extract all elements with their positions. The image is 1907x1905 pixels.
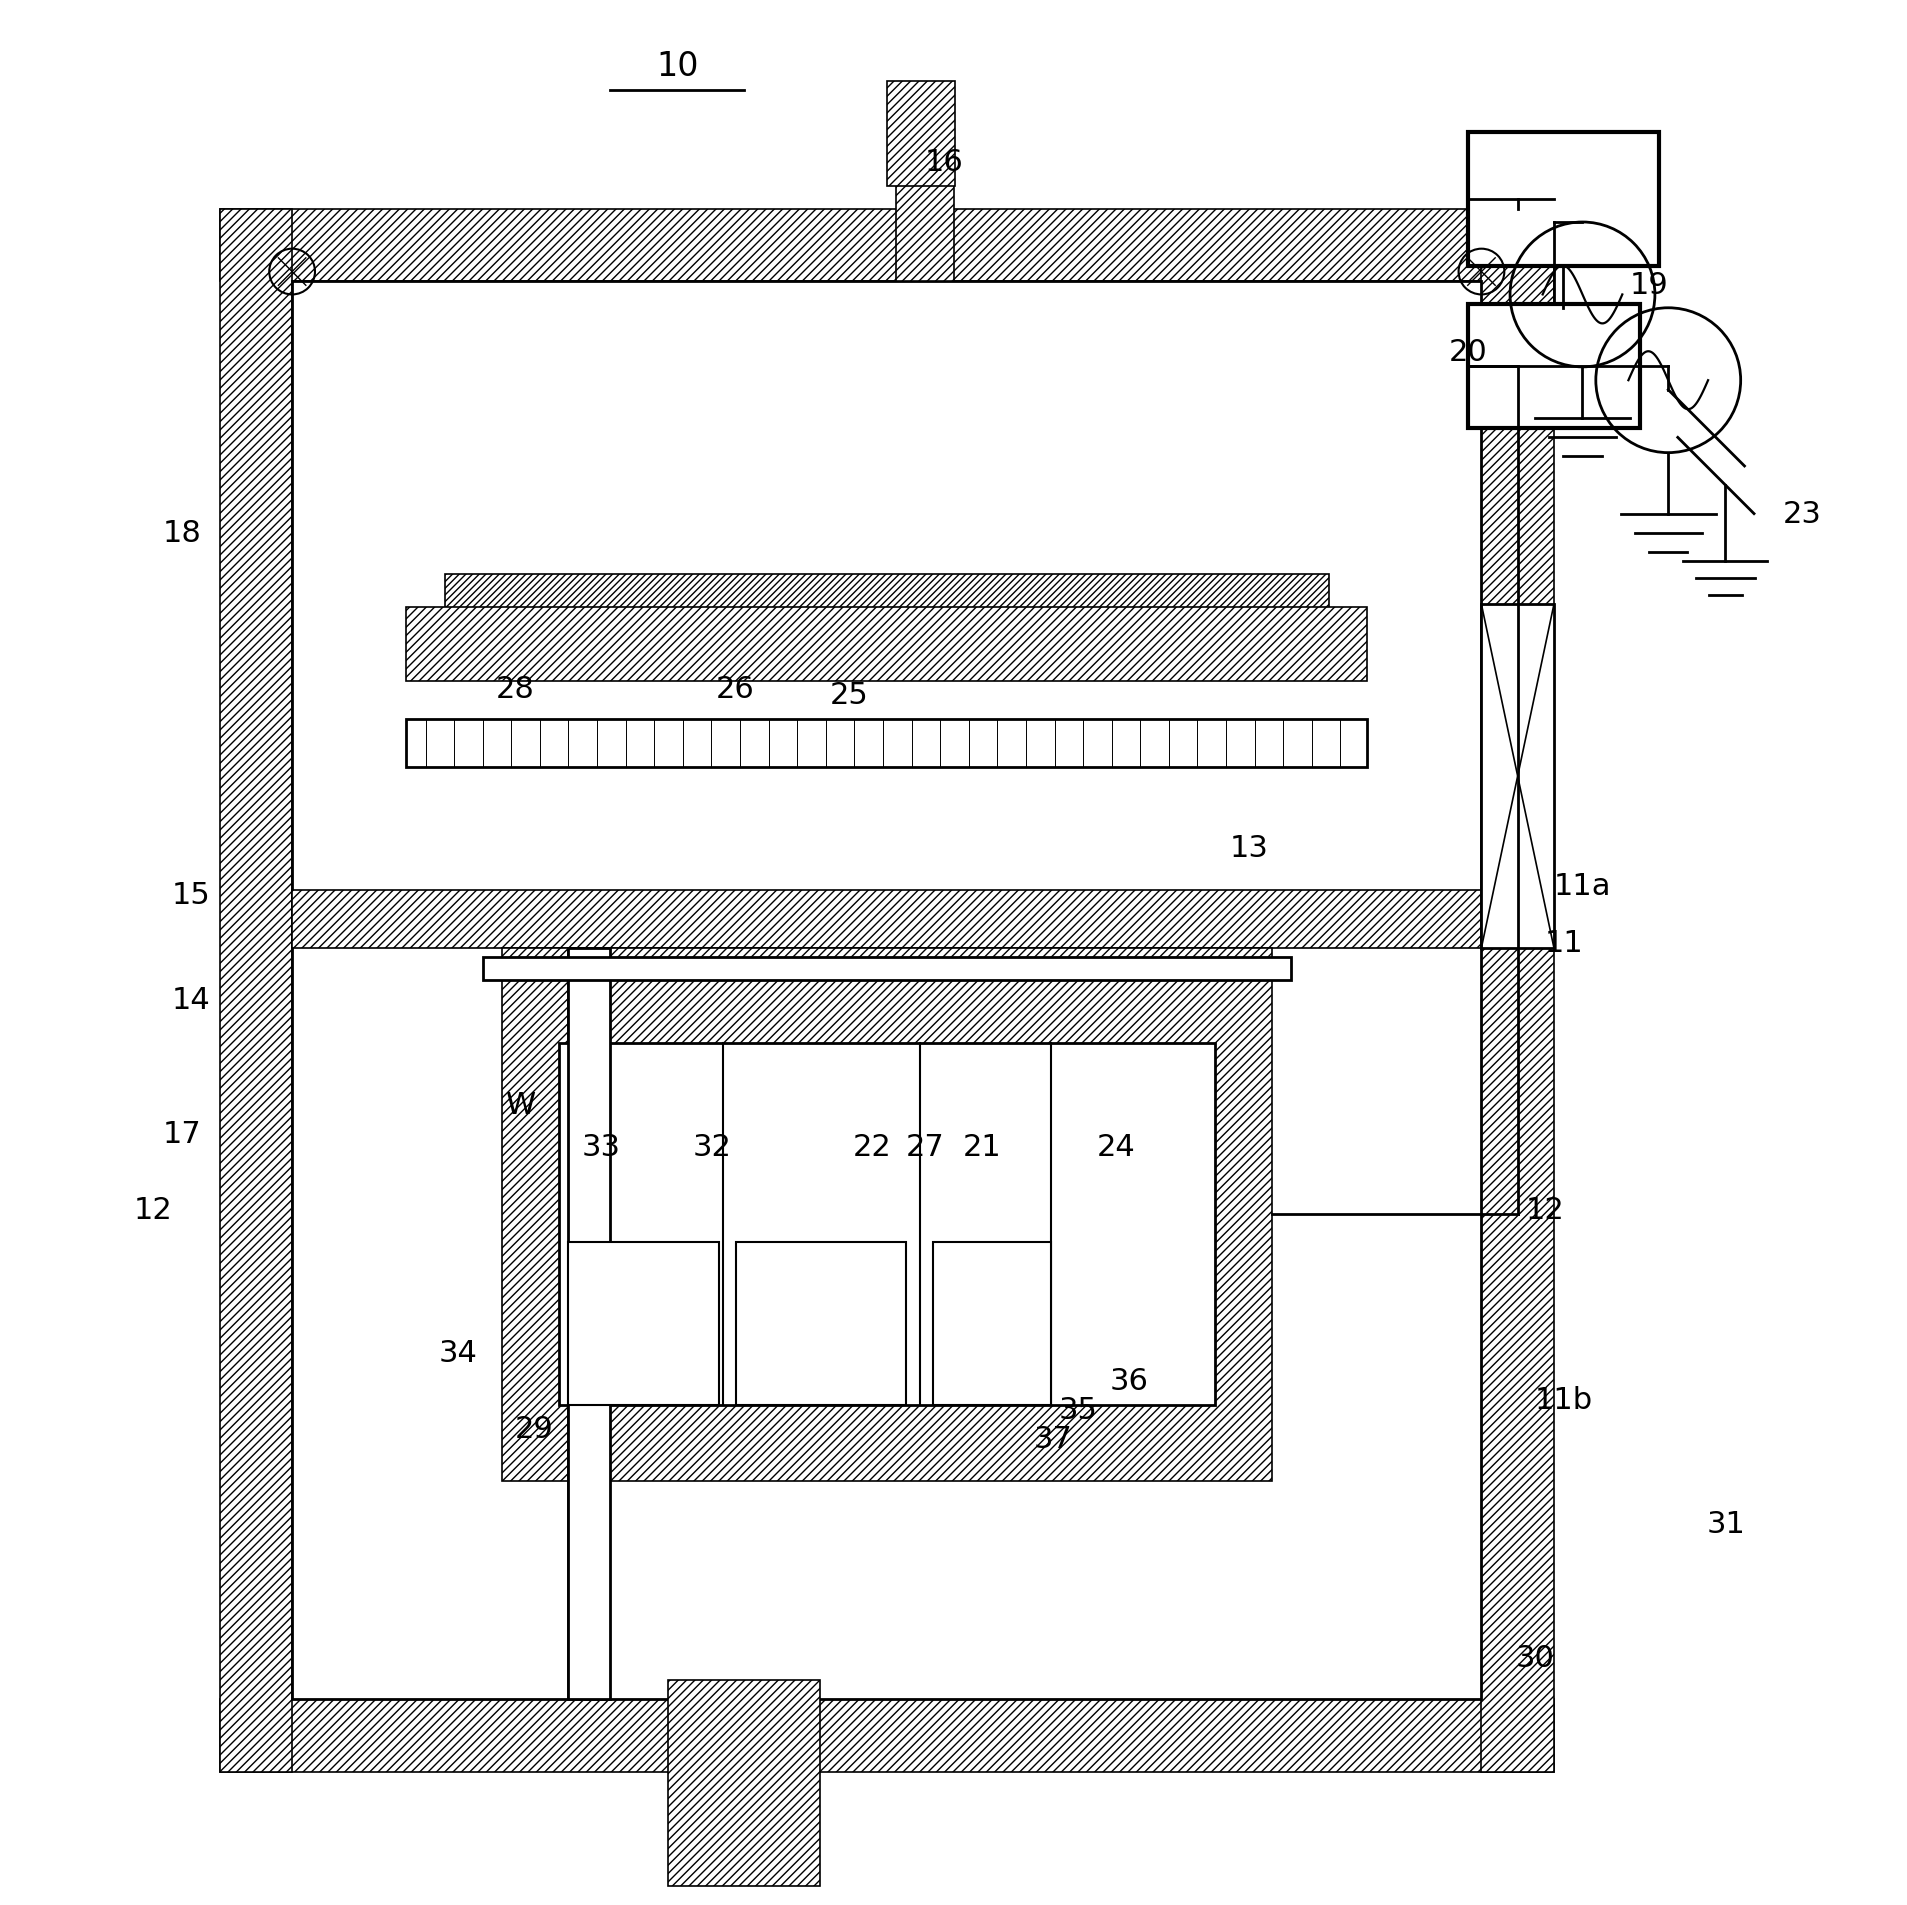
Text: 18: 18 bbox=[162, 518, 202, 549]
Bar bbox=[219, 1699, 1554, 1772]
Bar bbox=[1482, 210, 1554, 1772]
Text: 12: 12 bbox=[133, 1194, 174, 1225]
Text: 20: 20 bbox=[1449, 337, 1487, 368]
Bar bbox=[502, 949, 1272, 1482]
Text: 13: 13 bbox=[1230, 832, 1268, 863]
Text: 25: 25 bbox=[830, 680, 868, 711]
Bar bbox=[444, 575, 1329, 644]
Text: 26: 26 bbox=[715, 674, 753, 705]
Bar bbox=[559, 1044, 1215, 1406]
Text: 14: 14 bbox=[172, 985, 212, 1015]
Bar bbox=[887, 82, 955, 187]
Text: 10: 10 bbox=[656, 50, 698, 84]
Bar bbox=[1468, 133, 1659, 267]
Bar bbox=[482, 958, 1291, 981]
Text: 24: 24 bbox=[1097, 1132, 1135, 1162]
Text: 11a: 11a bbox=[1554, 871, 1611, 901]
Text: W: W bbox=[505, 1090, 536, 1120]
Text: 36: 36 bbox=[1110, 1366, 1148, 1396]
Text: 31: 31 bbox=[1707, 1509, 1745, 1539]
Text: 33: 33 bbox=[582, 1132, 622, 1162]
Text: 11: 11 bbox=[1545, 928, 1583, 958]
Text: 22: 22 bbox=[852, 1132, 891, 1162]
Text: 37: 37 bbox=[1034, 1423, 1072, 1454]
Text: 27: 27 bbox=[906, 1132, 944, 1162]
Bar bbox=[933, 1242, 1051, 1406]
Text: 12: 12 bbox=[1526, 1194, 1564, 1225]
Text: 30: 30 bbox=[1516, 1642, 1554, 1673]
Text: 15: 15 bbox=[172, 880, 212, 911]
Text: 17: 17 bbox=[162, 1118, 202, 1149]
Bar bbox=[1482, 606, 1554, 949]
Bar bbox=[292, 282, 1482, 1699]
Bar bbox=[896, 110, 954, 282]
Bar bbox=[736, 1242, 906, 1406]
Text: 16: 16 bbox=[925, 147, 963, 177]
Text: 29: 29 bbox=[515, 1414, 553, 1444]
Text: 21: 21 bbox=[963, 1132, 1001, 1162]
Text: 23: 23 bbox=[1783, 499, 1821, 530]
Text: 11b: 11b bbox=[1535, 1385, 1592, 1415]
Bar bbox=[406, 720, 1367, 768]
Bar bbox=[568, 1242, 719, 1406]
Text: 28: 28 bbox=[496, 674, 536, 705]
Bar bbox=[219, 210, 1554, 282]
Bar bbox=[568, 949, 610, 1699]
Bar bbox=[292, 892, 1482, 949]
Bar bbox=[406, 608, 1367, 682]
Text: 34: 34 bbox=[439, 1337, 479, 1368]
Bar bbox=[568, 949, 610, 1699]
Text: 19: 19 bbox=[1630, 271, 1669, 301]
Bar bbox=[667, 1680, 820, 1886]
Text: 32: 32 bbox=[692, 1132, 730, 1162]
Text: 35: 35 bbox=[1058, 1394, 1097, 1425]
Bar bbox=[1468, 305, 1640, 429]
Bar bbox=[219, 210, 292, 1772]
